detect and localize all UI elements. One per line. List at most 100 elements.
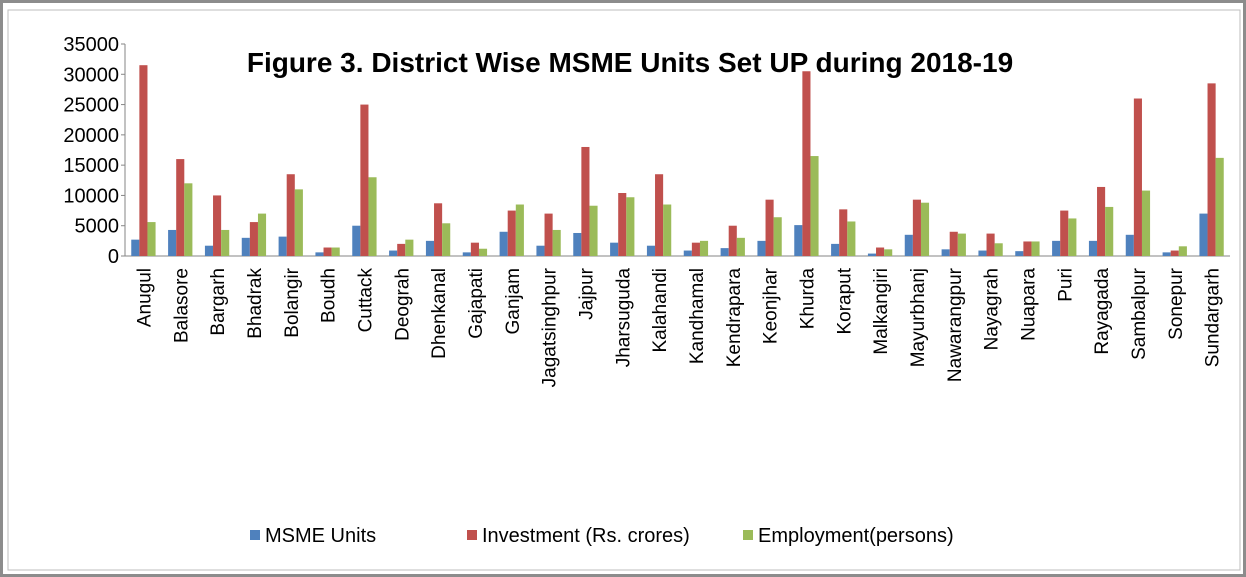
bar (986, 233, 995, 256)
bar (1105, 206, 1114, 256)
x-tick-label: Ganjam (503, 268, 524, 335)
legend-label: MSME Units (265, 525, 376, 547)
x-tick-label: Khurda (797, 268, 818, 330)
bar (1170, 250, 1179, 256)
bar (1141, 190, 1151, 256)
x-tick-label: Dhenkanal (429, 268, 450, 359)
bar (1060, 210, 1069, 256)
bar (1215, 157, 1224, 256)
bar (315, 252, 324, 256)
bar (941, 249, 950, 256)
bar (1023, 241, 1032, 256)
chart-title: Figure 3. District Wise MSME Units Set U… (247, 47, 1013, 78)
bar (1133, 98, 1142, 256)
bar (1162, 252, 1171, 256)
bar (802, 71, 811, 256)
bar (249, 222, 258, 256)
x-tick-label: Balasore (171, 268, 192, 343)
bar (204, 245, 214, 256)
bar (581, 146, 590, 256)
bar (184, 183, 193, 256)
bar (655, 174, 664, 256)
x-tick-label: Jagatsinghpur (540, 267, 561, 387)
bar (1031, 241, 1040, 256)
legend-swatch (250, 530, 260, 540)
bar (1052, 240, 1061, 256)
bar (912, 199, 921, 256)
bar (168, 229, 177, 256)
bar (139, 65, 148, 256)
bar (462, 252, 471, 256)
bar (573, 232, 582, 256)
bar (773, 217, 782, 256)
chart-area (7, 9, 1241, 571)
x-tick-label: Malkangiri (871, 268, 892, 355)
bar (536, 245, 545, 256)
bar (810, 156, 819, 256)
bar (257, 213, 267, 256)
x-tick-label: Bhadrak (245, 268, 266, 339)
x-tick-label: Puri (1055, 268, 1076, 302)
bar (1015, 251, 1024, 256)
bar (589, 205, 598, 256)
bar (1088, 240, 1098, 256)
x-tick-label: Boudh (319, 268, 340, 323)
y-tick-label: 5000 (75, 216, 120, 238)
bar (397, 243, 406, 256)
x-tick-label: Kendrapara (724, 268, 745, 368)
bar (699, 240, 709, 256)
bar (683, 250, 692, 256)
x-tick-label: Bolangir (282, 267, 303, 337)
bar (176, 159, 185, 256)
bar (904, 234, 913, 256)
bar (839, 209, 848, 256)
x-tick-label: Anugul (134, 268, 155, 327)
bar (286, 174, 295, 256)
x-tick-label: Sonepur (1166, 267, 1187, 340)
bar (478, 248, 488, 256)
bar (147, 222, 156, 256)
plot: 0 5000 10000 15000 20000 25000 30000 35000 Anugu… (63, 34, 1230, 547)
bar (757, 240, 766, 256)
bar (736, 237, 745, 256)
bar (920, 202, 930, 256)
bar (994, 243, 1003, 256)
bar (213, 195, 222, 256)
bar (884, 249, 893, 256)
bar (323, 247, 332, 256)
bar (507, 210, 516, 256)
x-tick-label: Sambalpur (1129, 267, 1150, 360)
bar (294, 189, 303, 256)
x-tick-label: Rayagada (1092, 268, 1113, 355)
y-tick-label: 0 (108, 246, 119, 268)
bar (278, 236, 287, 256)
bar (957, 233, 966, 256)
legend-label: Employment(persons) (758, 525, 954, 547)
bar (442, 223, 451, 256)
bar (691, 242, 700, 256)
y-tick-label: 25000 (63, 95, 119, 117)
x-tick-label: Jajpur (576, 267, 597, 319)
bar (847, 221, 856, 256)
x-tick-label: Gajapati (466, 268, 487, 339)
x-tick-label: Deograh (392, 268, 413, 341)
x-tick-label: Cuttack (355, 268, 376, 333)
bar (949, 231, 958, 256)
bar (1097, 186, 1106, 256)
bar (610, 242, 619, 256)
bar (1068, 218, 1077, 256)
bar (720, 248, 729, 256)
bar (241, 237, 250, 256)
bar (360, 104, 369, 256)
bar (867, 253, 877, 256)
bar (544, 213, 553, 256)
bar (368, 177, 377, 256)
x-tick-label: Sundargarh (1203, 268, 1224, 367)
bar (663, 204, 672, 256)
bar (794, 225, 803, 256)
x-tick-label: Nawarangpur (945, 267, 966, 382)
bar (405, 239, 414, 256)
bar (728, 225, 737, 256)
